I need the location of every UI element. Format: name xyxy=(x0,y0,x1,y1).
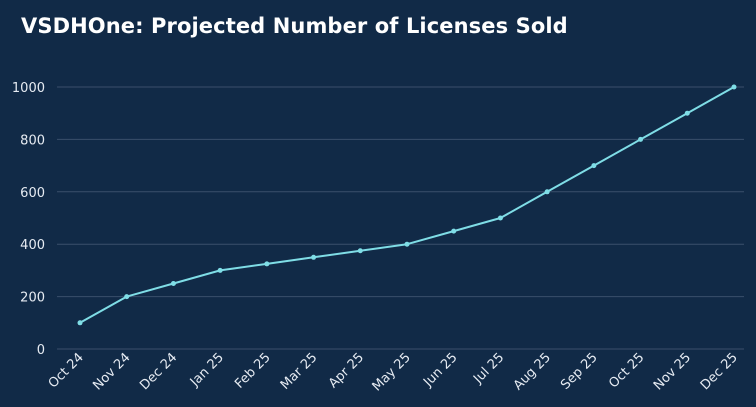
y-tick-label: 200 xyxy=(20,291,45,306)
y-tick-label: 0 xyxy=(37,343,45,358)
y-tick-label: 1000 xyxy=(12,81,45,96)
x-tick-label: Nov 24 xyxy=(90,350,133,393)
y-tick-label: 600 xyxy=(20,186,45,201)
data-point xyxy=(170,281,176,286)
x-tick-label: Aug 25 xyxy=(511,350,554,393)
data-point xyxy=(124,294,130,300)
x-tick-label: Mar 25 xyxy=(278,350,321,393)
y-tick-label: 400 xyxy=(20,238,45,253)
x-tick-label: Jan 25 xyxy=(187,350,227,390)
data-point xyxy=(357,248,363,254)
data-point xyxy=(684,110,690,116)
data-point xyxy=(638,136,644,142)
data-point xyxy=(451,228,457,234)
x-tick-label: Dec 25 xyxy=(698,350,741,393)
x-tick-label: Dec 24 xyxy=(137,350,180,393)
data-point xyxy=(731,84,737,90)
data-point xyxy=(591,163,597,169)
data-point xyxy=(311,254,317,260)
x-tick-label: Sep 25 xyxy=(558,350,601,393)
data-point xyxy=(404,241,410,247)
x-tick-label: May 25 xyxy=(370,350,414,394)
data-point xyxy=(77,320,83,326)
x-tick-label: Oct 25 xyxy=(606,350,647,391)
data-point xyxy=(497,215,503,221)
data-point xyxy=(264,261,270,267)
x-tick-label: Jul 25 xyxy=(470,350,507,387)
x-tick-label: Feb 25 xyxy=(232,350,274,392)
chart-title: VSDHOne: Projected Number of Licenses So… xyxy=(21,14,568,38)
data-point xyxy=(544,189,550,195)
series-line xyxy=(79,86,735,324)
y-tick-label: 800 xyxy=(20,133,45,148)
x-tick-label: Oct 24 xyxy=(46,350,87,391)
x-tick-label: Apr 25 xyxy=(326,350,367,391)
x-tick-label: Jun 25 xyxy=(420,350,460,390)
data-point xyxy=(217,267,223,273)
x-tick-label: Nov 25 xyxy=(651,350,694,393)
